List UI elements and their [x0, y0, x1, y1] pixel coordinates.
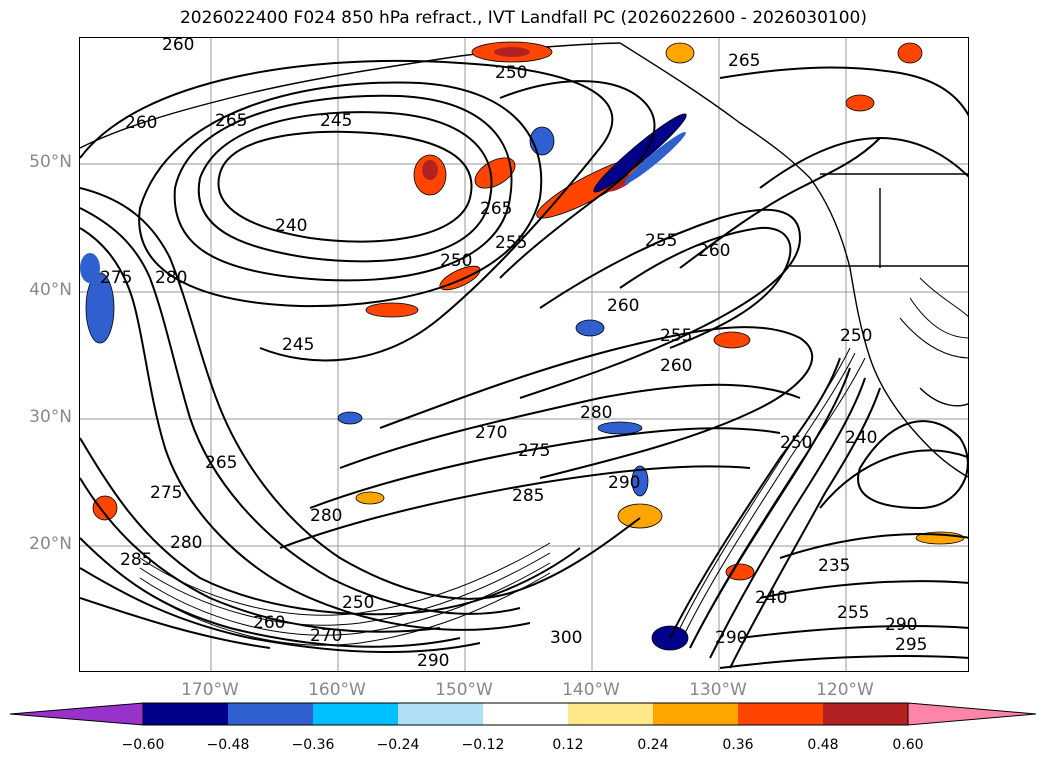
contour-label: 250	[440, 251, 472, 271]
contour-label: 255	[645, 231, 677, 251]
contour-label: 250	[840, 326, 872, 346]
colorbar-over-arrow	[907, 702, 1037, 726]
lat-label: 50°N	[29, 152, 72, 172]
contour-label: 300	[550, 628, 582, 648]
colorbar-bin	[143, 703, 228, 725]
contour-label: 260	[607, 296, 639, 316]
contour-label: 265	[205, 453, 237, 473]
contour-label: 240	[755, 588, 787, 608]
colorbar-tick: 0.12	[552, 737, 584, 753]
contour-label: 250	[495, 63, 527, 83]
colorbar-bin	[823, 703, 908, 725]
contour-label: 280	[310, 506, 342, 526]
contour-label: 260	[125, 113, 157, 133]
contour-label: 290	[417, 651, 449, 671]
colorbar-outline	[142, 702, 909, 726]
colorbar-bin	[653, 703, 738, 725]
contour-label: 270	[475, 423, 507, 443]
contour-label: 260	[162, 38, 194, 55]
contour-label: 295	[895, 635, 927, 655]
contour-label: 280	[155, 268, 187, 288]
contour-label: 275	[100, 268, 132, 288]
colorbar-tick: −0.24	[376, 737, 420, 753]
lon-label: 160°W	[308, 680, 366, 700]
colorbar-bin	[568, 703, 653, 725]
contour-label: 250	[342, 593, 374, 613]
contour-label: 265	[215, 111, 247, 131]
contour-label: 290	[715, 628, 747, 648]
lon-label: 140°W	[562, 680, 620, 700]
contour-label: 240	[275, 216, 307, 236]
contour-label: 240	[845, 428, 877, 448]
colorbar-bin	[228, 703, 313, 725]
contour-label: 235	[818, 556, 850, 576]
colorbar-tick: −0.48	[206, 737, 250, 753]
contour-label: 290	[885, 615, 917, 635]
colorbar-tick: −0.36	[291, 737, 335, 753]
colorbar-bin	[483, 703, 568, 725]
lat-label: 20°N	[29, 534, 72, 554]
contour-label: 250	[780, 433, 812, 453]
colorbar-tick: 0.36	[722, 737, 754, 753]
contour-label: 260	[698, 241, 730, 261]
contour-label: 285	[512, 486, 544, 506]
colorbar-bin	[738, 703, 823, 725]
contour-label: 260	[660, 356, 692, 376]
lon-label: 170°W	[181, 680, 239, 700]
contour-label: 280	[580, 403, 612, 423]
lat-label: 30°N	[29, 407, 72, 427]
colorbar-under-arrow	[10, 702, 144, 726]
coastline	[80, 42, 968, 478]
contour-label: 275	[518, 441, 550, 461]
colorbar	[10, 702, 1037, 726]
map-title: 2026022400 F024 850 hPa refract., IVT La…	[179, 8, 867, 28]
contour-label: 255	[837, 603, 869, 623]
colorbar-tick: 0.60	[892, 737, 924, 753]
colorbar-bin	[313, 703, 398, 725]
graticule	[80, 38, 968, 671]
shaded-anomalies	[80, 41, 965, 651]
map-plot: 260 250 265 260 245 265 240 250 255 255 …	[80, 38, 968, 671]
contour-label: 270	[310, 626, 342, 646]
colorbar-tick: 0.24	[637, 737, 669, 753]
colorbar-tick: 0.48	[807, 737, 839, 753]
contour-label: 245	[320, 111, 352, 131]
lon-label: 120°W	[816, 680, 874, 700]
colorbar-tick: −0.60	[121, 737, 165, 753]
contour-label: 280	[170, 533, 202, 553]
contour-label: 285	[120, 550, 152, 570]
colorbar-tick: −0.12	[461, 737, 505, 753]
map-panel: 260 250 265 260 245 265 240 250 255 255 …	[79, 37, 969, 672]
contour-label: 265	[480, 199, 512, 219]
contour-label: 275	[150, 483, 182, 503]
contour-label: 260	[253, 613, 285, 633]
lon-label: 130°W	[689, 680, 747, 700]
lat-label: 40°N	[29, 280, 72, 300]
contour-label: 255	[660, 326, 692, 346]
contour-label: 290	[608, 473, 640, 493]
dense-contours	[139, 277, 968, 646]
lon-label: 150°W	[435, 680, 493, 700]
contour-label-layer: 260 250 265 260 245 265 240 250 255 255 …	[100, 38, 927, 671]
colorbar-bin	[398, 703, 483, 725]
contour-label: 245	[282, 335, 314, 355]
contour-label: 255	[495, 233, 527, 253]
contour-label: 265	[728, 51, 760, 71]
